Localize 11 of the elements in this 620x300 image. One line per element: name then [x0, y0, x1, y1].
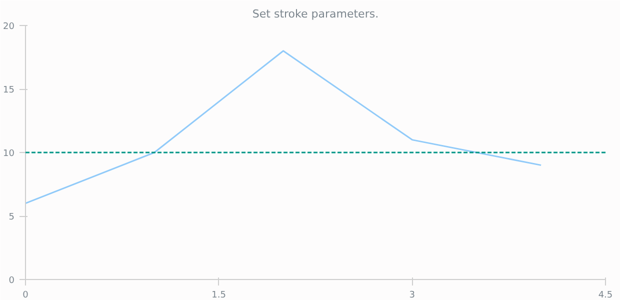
- y-tick-label: 10: [3, 149, 15, 159]
- y-tick-label: 5: [8, 212, 15, 222]
- x-tick-label: 3: [409, 290, 416, 300]
- y-tick-label: 15: [3, 86, 14, 96]
- x-tick-label: 0: [22, 290, 29, 300]
- line-series: [26, 50, 542, 204]
- x-tick-label: 1.5: [212, 290, 226, 300]
- x-tick-label: 4.5: [598, 290, 613, 300]
- y-tick-label: 20: [3, 22, 15, 32]
- chart-title: Set stroke parameters.: [252, 8, 379, 20]
- y-tick-label: 0: [8, 276, 15, 286]
